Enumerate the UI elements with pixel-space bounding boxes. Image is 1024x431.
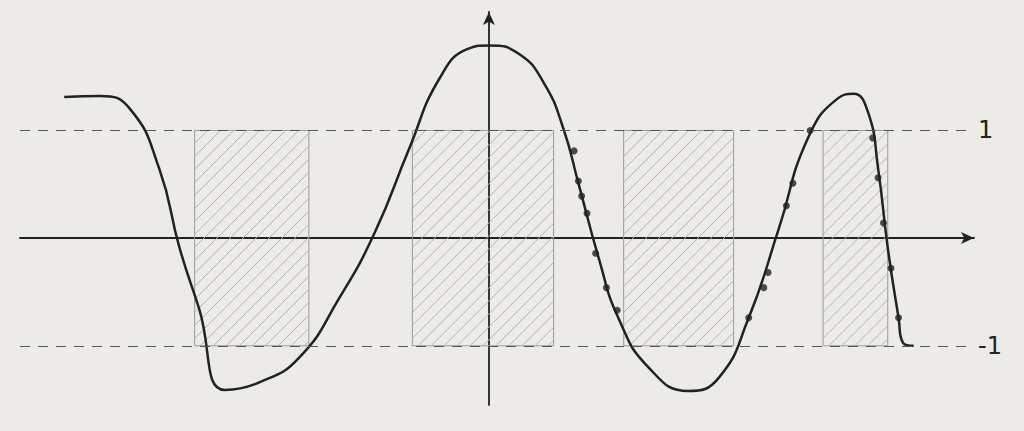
svg-text:1: 1 [978,116,993,144]
svg-text:-1: -1 [978,332,1002,360]
